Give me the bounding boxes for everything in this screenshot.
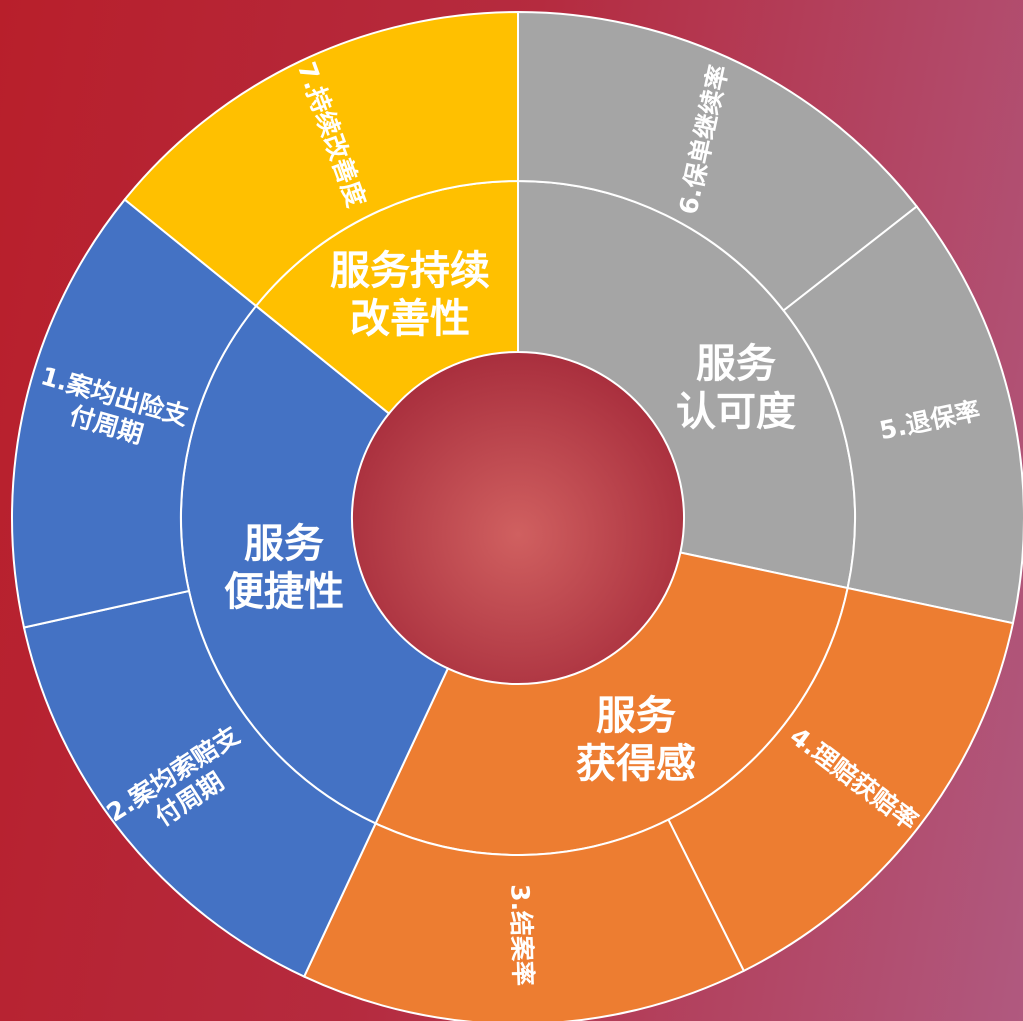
group-label: 服务认可度 (676, 341, 796, 435)
group-label-line: 服务 (244, 521, 324, 567)
item-segment (302, 818, 746, 1021)
item-segment (667, 586, 1015, 973)
group-label-line: 服务 (596, 693, 676, 739)
group-label-line: 服务持续 (330, 248, 490, 294)
group-label-line: 服务 (696, 341, 776, 387)
group-label: 服务便捷性 (224, 521, 344, 615)
group-label: 服务持续改善性 (330, 248, 490, 342)
item-segment (517, 10, 919, 312)
group-label-line: 认可度 (676, 389, 796, 435)
item-label: 3.结案率 (505, 884, 538, 987)
group-label: 服务获得感 (576, 693, 696, 787)
item-segment (11, 198, 258, 629)
group-label-line: 改善性 (350, 296, 470, 342)
item-segment (123, 10, 519, 308)
item-label-line: 3.结案率 (505, 884, 538, 987)
group-label-line: 便捷性 (224, 569, 344, 615)
center-hole (352, 352, 684, 684)
group-label-line: 获得感 (576, 741, 696, 787)
